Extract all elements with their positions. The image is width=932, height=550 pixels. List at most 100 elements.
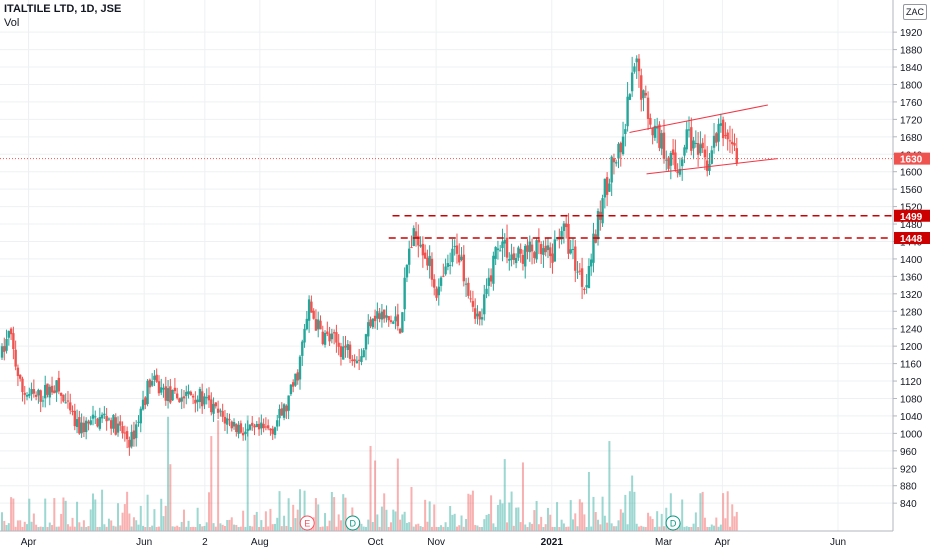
candle[interactable] [637,58,641,72]
candle[interactable] [551,253,554,263]
candle[interactable] [100,414,104,419]
candle[interactable] [39,390,42,402]
level-tag-1448[interactable]: 1448 [900,234,923,245]
candle[interactable] [389,320,393,322]
candle[interactable] [696,142,700,155]
candle[interactable] [396,314,400,327]
candle[interactable] [528,241,531,253]
candle[interactable] [487,277,491,286]
candle[interactable] [348,344,352,359]
candle[interactable] [501,241,504,249]
candle[interactable] [271,428,274,435]
candle[interactable] [62,394,65,402]
candle[interactable] [23,392,26,395]
candle[interactable] [251,422,254,426]
candle[interactable] [30,389,33,395]
candle[interactable] [373,315,377,322]
candle[interactable] [173,387,177,392]
candle[interactable] [342,346,345,360]
candle[interactable] [278,409,281,419]
candle[interactable] [508,258,511,261]
candle[interactable] [571,249,575,251]
candle[interactable] [580,268,584,287]
candle[interactable] [690,127,693,151]
candle[interactable] [57,377,61,392]
candle[interactable] [644,92,647,96]
candle[interactable] [667,157,670,169]
candle[interactable] [706,160,709,171]
candle[interactable] [617,143,620,159]
candle[interactable] [385,315,388,318]
candle[interactable] [107,418,111,420]
candle[interactable] [198,388,202,403]
candle[interactable] [426,257,429,266]
candle[interactable] [296,372,299,381]
candle[interactable] [562,223,566,231]
candle[interactable] [50,385,54,393]
candle[interactable] [212,403,215,414]
candle[interactable] [535,240,538,260]
candle[interactable] [73,410,76,427]
candle[interactable] [687,129,691,131]
candle[interactable] [494,247,497,259]
candle[interactable] [612,158,616,163]
candle[interactable] [701,142,704,149]
candle[interactable] [569,249,572,254]
candle[interactable] [717,124,720,142]
candle[interactable] [719,123,723,126]
candle[interactable] [728,140,732,142]
candle[interactable] [408,248,411,265]
candle[interactable] [3,346,6,352]
candle[interactable] [460,256,463,261]
candle[interactable] [635,58,638,63]
candle[interactable] [12,333,15,350]
candle[interactable] [517,247,520,258]
last-price-tag[interactable]: 1630 [900,155,923,166]
candle[interactable] [260,422,263,429]
candle[interactable] [464,283,468,285]
candle[interactable] [226,418,229,425]
candle[interactable] [630,72,634,92]
candle[interactable] [624,129,627,135]
candle[interactable] [539,244,543,255]
candle[interactable] [589,259,593,267]
candle[interactable] [492,255,495,284]
candle[interactable] [337,342,340,347]
candle[interactable] [710,150,713,164]
candle[interactable] [207,395,211,401]
candle[interactable] [619,142,622,153]
candle[interactable] [428,255,431,267]
candle[interactable] [200,391,204,407]
candle[interactable] [155,374,158,382]
candle[interactable] [653,125,657,138]
candle[interactable] [530,244,534,252]
candle[interactable] [444,266,447,275]
candle[interactable] [378,313,381,320]
candle[interactable] [473,308,477,319]
candle[interactable] [446,263,450,267]
candle[interactable] [403,277,406,310]
candle[interactable] [451,248,454,263]
candle[interactable] [410,247,413,249]
candle[interactable] [48,386,51,398]
candle[interactable] [112,414,115,429]
candle[interactable] [287,395,290,411]
candle[interactable] [412,228,415,247]
currency-badge[interactable]: ZAC [903,4,927,20]
candle[interactable] [731,141,734,145]
candle[interactable] [608,183,611,192]
candle[interactable] [310,301,313,313]
candle[interactable] [514,258,518,264]
candle[interactable] [430,258,434,280]
price-axis[interactable]: 840 880 920 960 1000 1040 1080 1120 1160 1200 1240… [892,0,932,550]
candle[interactable] [685,129,688,150]
candle[interactable] [148,379,152,388]
candle[interactable] [469,298,472,300]
candle[interactable] [71,410,74,412]
candle[interactable] [414,231,418,239]
event-marker-D[interactable] [665,515,681,531]
candle[interactable] [671,149,675,155]
candle[interactable] [98,417,102,429]
candle[interactable] [676,171,679,174]
candle[interactable] [646,97,650,119]
